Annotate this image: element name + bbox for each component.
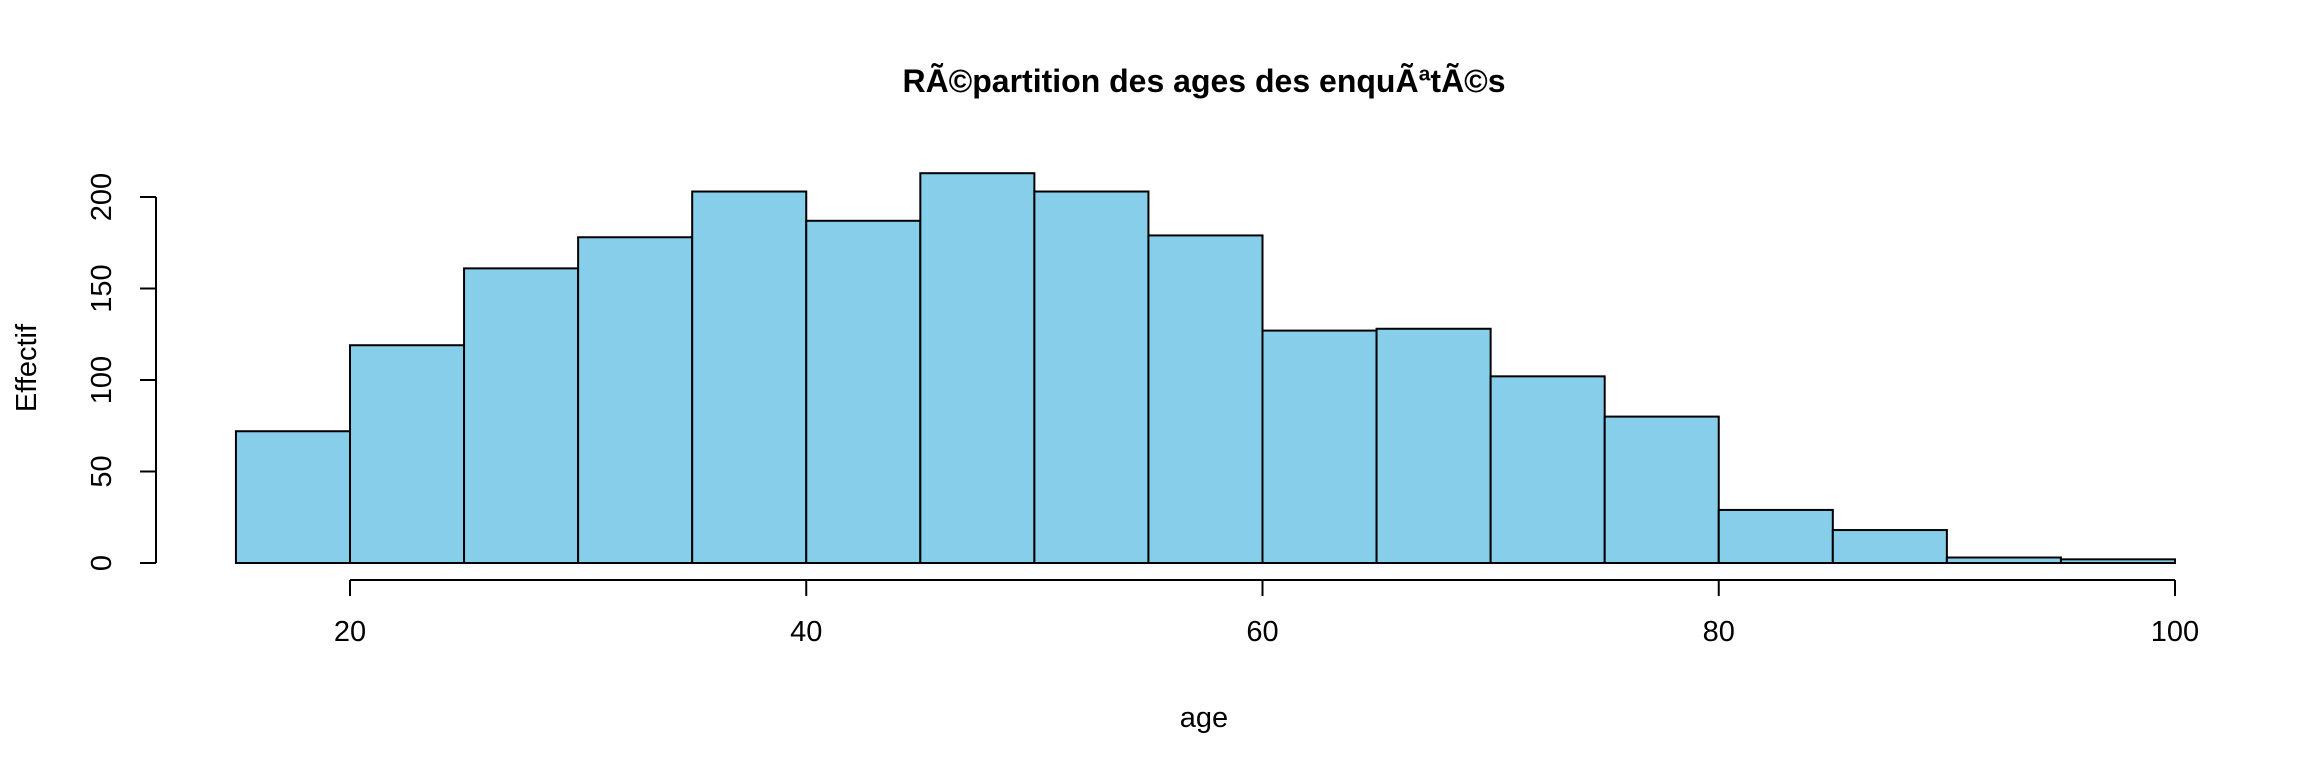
histogram-bar-80-85	[1717, 508, 1834, 564]
histogram-bar-60-65	[1261, 329, 1378, 564]
histogram-bar-20-25	[349, 344, 466, 565]
histogram-bar-30-35	[577, 236, 694, 564]
x-tick-label-20: 20	[334, 616, 366, 648]
y-tick-label-100: 100	[86, 356, 118, 404]
histogram-bar-75-80	[1603, 415, 1720, 564]
y-axis-label: Effectif	[11, 323, 43, 412]
histogram-bar-45-50	[919, 172, 1036, 565]
x-tick-label-100: 100	[2151, 616, 2199, 648]
histogram-bar-90-95	[1945, 556, 2062, 565]
y-tick-label-0: 0	[86, 555, 118, 571]
y-tick-label-50: 50	[86, 455, 118, 487]
histogram-bar-50-55	[1033, 190, 1150, 564]
x-tick-label-40: 40	[790, 616, 822, 648]
histogram-bar-85-90	[1831, 529, 1948, 564]
x-axis-label: age	[1180, 702, 1228, 734]
chart-title: RÃ©partition des ages des enquÃªtÃ©s	[902, 63, 1505, 99]
y-axis: 0 50 100 150 200	[86, 173, 157, 571]
y-tick-label-150: 150	[86, 264, 118, 312]
histogram-bar-40-45	[805, 219, 922, 564]
histogram-bar-55-60	[1147, 234, 1264, 564]
x-axis: 20 40 60 80 100	[334, 579, 2199, 648]
x-tick-label-60: 60	[1246, 616, 1278, 648]
histogram-bar-95-100	[2059, 558, 2176, 565]
x-tick-label-80: 80	[1703, 616, 1735, 648]
bars-group	[234, 172, 2176, 565]
histogram-bar-65-70	[1375, 327, 1492, 565]
histogram-bar-15-20	[234, 430, 351, 564]
y-tick-label-200: 200	[86, 173, 118, 221]
histogram-bar-35-40	[691, 190, 808, 564]
histogram-bar-25-30	[463, 267, 580, 564]
histogram-bar-70-75	[1489, 375, 1606, 564]
